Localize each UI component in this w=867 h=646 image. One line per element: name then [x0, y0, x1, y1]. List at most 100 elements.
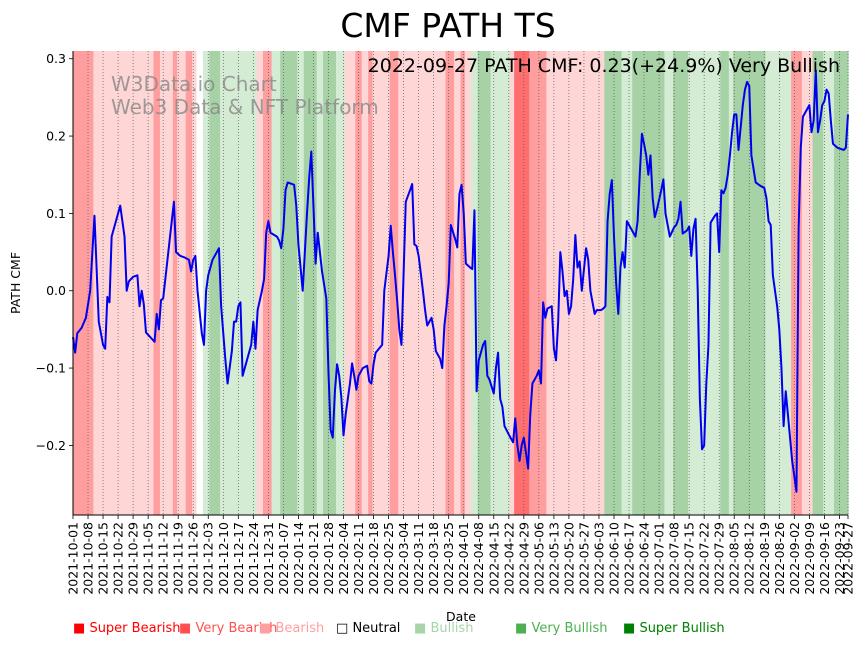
band-very-bearish [153, 51, 161, 515]
x-tick-label: 2022-01-21 [306, 522, 321, 595]
x-tick-label: 2022-06-24 [637, 522, 652, 595]
y-tick-label: 0.0 [46, 283, 66, 298]
x-tick-label: 2022-04-29 [516, 522, 531, 595]
x-tick-label: 2022-05-20 [561, 522, 576, 595]
x-tick-label: 2022-05-06 [531, 522, 546, 595]
band-very-bullish [209, 51, 221, 515]
band-bearish [361, 51, 369, 515]
x-tick-label: 2022-02-18 [366, 522, 381, 595]
x-tick-label: 2022-01-28 [321, 522, 336, 595]
x-tick-label: 2021-10-22 [111, 522, 126, 595]
y-tick-label: 0.3 [46, 51, 66, 66]
x-tick-label: 2022-01-14 [291, 522, 306, 595]
band-bearish [509, 51, 515, 515]
legend-marker: ■ [414, 621, 427, 636]
band-bullish [490, 51, 511, 515]
x-tick-label: 2022-09-09 [802, 522, 817, 595]
band-very-bullish [280, 51, 298, 515]
legend-item-very-bearish: ■ Very Bearish [179, 621, 277, 636]
x-tick-label: 2022-04-08 [471, 522, 486, 595]
y-tick-label: −0.1 [36, 361, 66, 376]
x-tick-label: 2022-04-01 [456, 522, 471, 595]
band-bearish [464, 51, 472, 515]
x-tick-label: 2021-10-29 [126, 522, 141, 595]
band-neutral [196, 51, 204, 515]
band-very-bullish [673, 51, 689, 515]
band-bullish [297, 51, 305, 515]
x-tick-label: 2022-02-11 [351, 522, 366, 595]
x-tick-label: 2022-02-25 [381, 522, 396, 595]
legend-marker: ■ [515, 621, 528, 636]
band-bullish [316, 51, 324, 515]
band-bullish [271, 51, 281, 515]
x-tick-label: 2021-11-12 [156, 522, 171, 595]
legend-label: Bullish [430, 621, 474, 636]
y-tick-label: 0.1 [46, 206, 66, 221]
x-tick-label: 2021-12-31 [261, 522, 276, 595]
regime-bands [73, 51, 849, 515]
band-very-bullish [812, 51, 824, 515]
band-bearish [344, 51, 356, 515]
x-tick-label: 2022-09-02 [787, 522, 802, 595]
band-very-bullish [604, 51, 623, 515]
y-tick-label: −0.2 [36, 438, 66, 453]
x-axis-label: Date [446, 609, 476, 624]
band-bullish [335, 51, 346, 515]
band-bullish [728, 51, 734, 515]
x-tick-label: 2021-10-01 [66, 522, 81, 595]
chart-subtitle: 2022-09-27 PATH CMF: 0.23(+24.9%) Very B… [368, 55, 840, 77]
x-ticks: 2021-10-01 2021-10-08 2021-10-15 2021-10-22… [66, 515, 856, 595]
y-ticks: −0.2 −0.1 0.0 0.1 0.2 0.3 [36, 51, 73, 453]
x-tick-label: 2021-10-15 [96, 522, 111, 595]
x-tick-label: 2022-01-07 [276, 522, 291, 595]
band-very-bullish [834, 51, 849, 515]
band-bearish [159, 51, 174, 515]
band-bearish [256, 51, 264, 515]
x-tick-label: 2022-03-11 [411, 522, 426, 595]
legend-item-neutral: □ Neutral [336, 621, 400, 636]
legend-item-very-bullish: ■ Very Bullish [515, 621, 608, 636]
x-tick-label: 2021-11-26 [186, 522, 201, 595]
x-tick-label: 2022-07-15 [682, 522, 697, 595]
band-bearish [192, 51, 198, 515]
band-bearish [177, 51, 187, 515]
x-tick-label: 2021-11-05 [141, 522, 156, 595]
band-bearish [372, 51, 391, 515]
band-very-bullish [323, 51, 337, 515]
band-very-bearish [529, 51, 547, 515]
x-tick-label: 2021-10-08 [81, 522, 96, 595]
x-tick-label: 2021-12-10 [216, 522, 231, 595]
chart-title: CMF PATH TS [340, 6, 555, 45]
band-very-bullish [477, 51, 492, 515]
x-tick-label: 2022-05-27 [576, 522, 591, 595]
legend-item-super-bearish: ■ Super Bearish [73, 621, 181, 636]
x-tick-label: 2022-07-22 [697, 522, 712, 595]
band-very-bullish [720, 51, 730, 515]
band-bullish [765, 51, 792, 515]
x-tick-label: 2022-07-29 [712, 522, 727, 595]
band-bullish [621, 51, 633, 515]
x-tick-label: 2022-07-08 [667, 522, 682, 595]
x-tick-label: 2022-08-26 [772, 522, 787, 595]
x-tick-label: 2022-04-22 [501, 522, 516, 595]
x-tick-label: 2021-11-19 [171, 522, 186, 595]
x-tick-label: 2022-06-17 [622, 522, 637, 595]
band-very-bearish [368, 51, 374, 515]
legend-label: Neutral [352, 621, 401, 636]
legend-marker: ■ [259, 621, 272, 636]
y-tick-label: 0.2 [46, 129, 66, 144]
x-tick-label: 2021-12-03 [201, 522, 216, 595]
band-very-bearish [172, 51, 178, 515]
x-tick-label: 2022-08-05 [727, 522, 742, 595]
x-tick-label: 2022-02-04 [336, 522, 351, 595]
y-axis-label: PATH CMF [8, 252, 23, 314]
x-tick-label: 2021-12-24 [246, 522, 261, 595]
legend-label: Very Bullish [531, 621, 608, 636]
band-very-bullish [632, 51, 666, 515]
band-bullish [664, 51, 674, 515]
legend-label: Super Bearish [89, 621, 181, 636]
band-very-bearish [262, 51, 273, 515]
x-tick-label: 2022-09-27 [841, 522, 856, 595]
band-super-bearish [514, 51, 530, 515]
